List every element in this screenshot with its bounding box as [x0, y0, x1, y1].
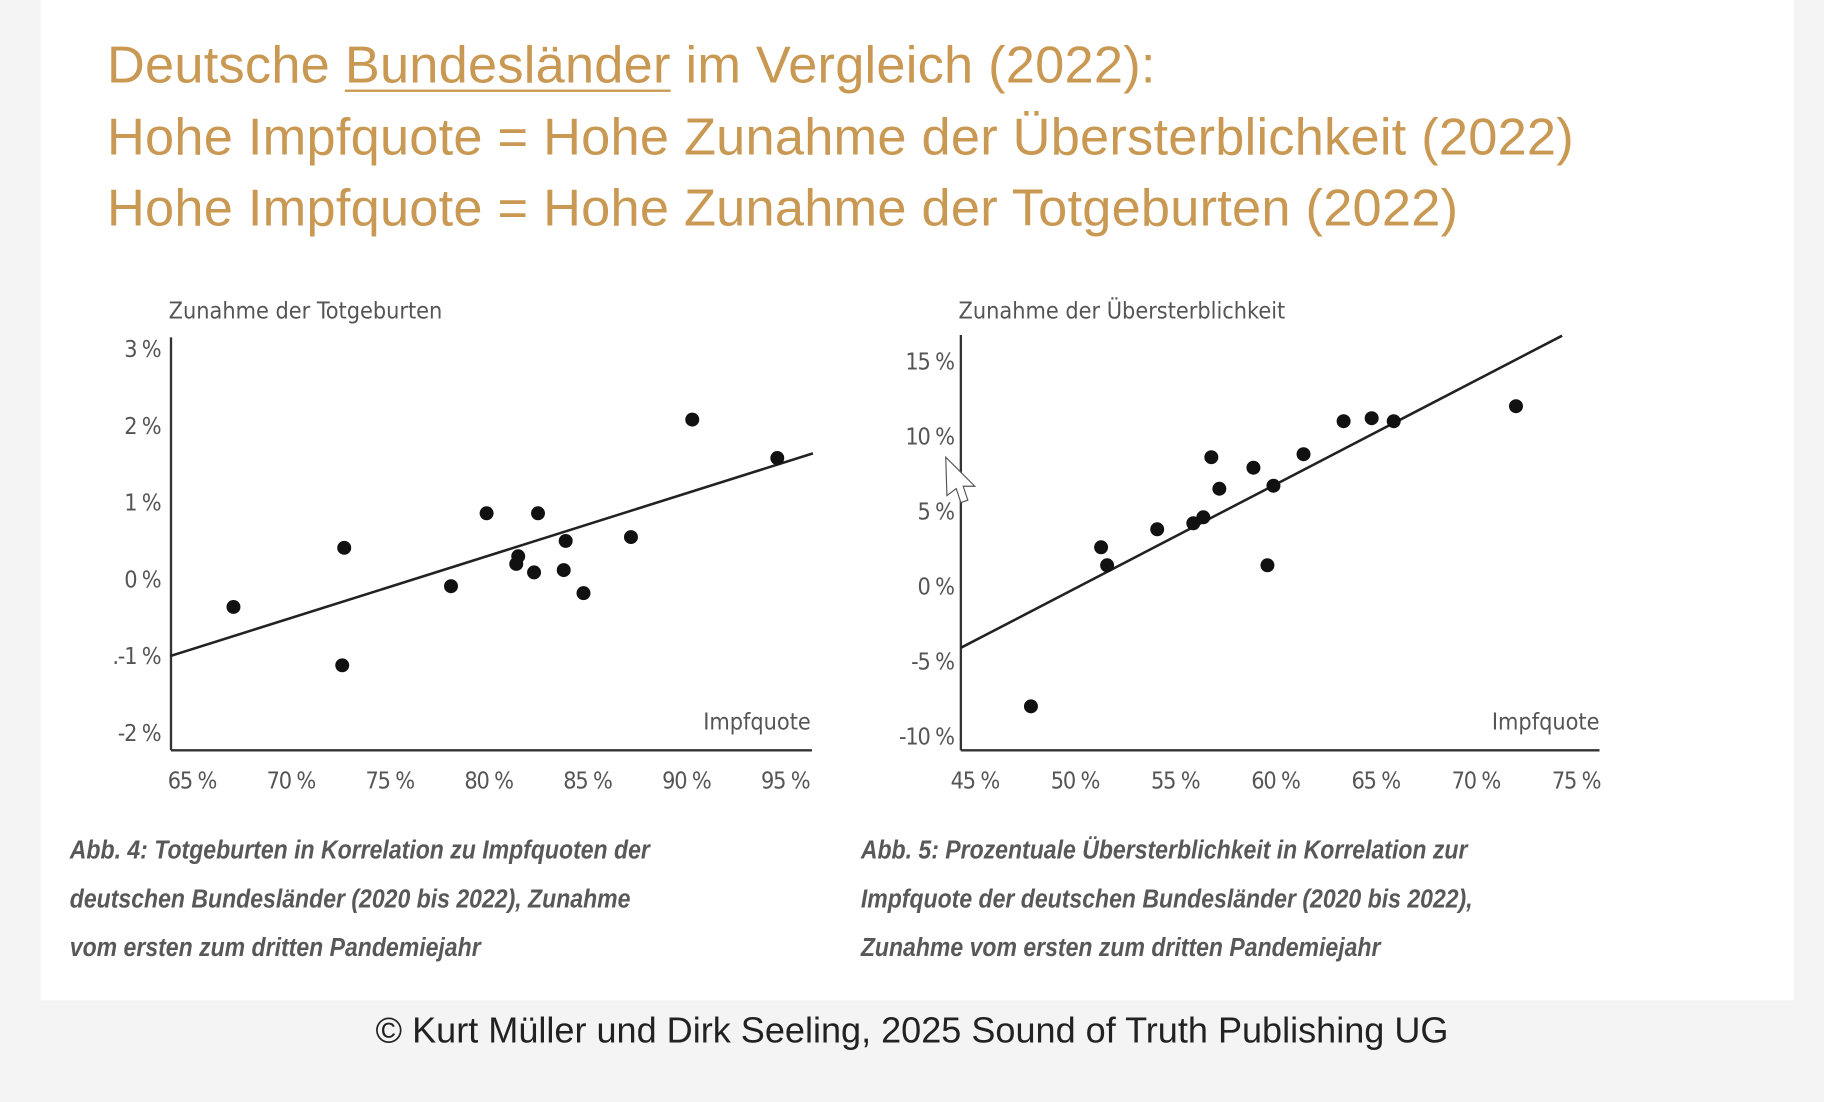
x-tick-label: 60 %: [1251, 768, 1300, 795]
y-tick-label: 2 %: [124, 413, 161, 440]
data-point: [1509, 399, 1523, 414]
data-point: [531, 506, 545, 521]
data-point: [444, 579, 458, 594]
x-tick-label: 85 %: [563, 768, 612, 795]
title-underlined-word: Bundesländer: [344, 34, 671, 95]
y-tick-label: -10 %: [899, 723, 954, 750]
data-point: [527, 565, 542, 580]
title-text: im Vergleich (2022):: [670, 34, 1156, 95]
trend-line: [960, 334, 1563, 649]
data-point: [1150, 522, 1165, 537]
x-tick-label: 95 %: [761, 768, 810, 795]
data-point: [1196, 510, 1211, 525]
data-point: [509, 556, 524, 571]
slide-card: [40, 0, 1794, 1001]
caption-line: Zunahme vom ersten zum dritten Pandemiej…: [860, 932, 1381, 963]
x-axis-title: Impfquote: [703, 708, 811, 735]
data-point: [1186, 516, 1201, 531]
data-point: [623, 530, 638, 545]
data-point: [1296, 447, 1311, 462]
y-tick-label: 1 %: [124, 490, 161, 517]
caption-line: Abb. 5: Prozentuale Übersterblichkeit in…: [860, 835, 1468, 865]
data-point: [1023, 699, 1038, 714]
mouse-cursor-icon: [945, 455, 977, 504]
data-point: [558, 533, 573, 548]
title-line-3: Hohe Impfquote = Hohe Zunahme der Totgeb…: [107, 177, 1459, 238]
title-text: Deutsche: [107, 34, 345, 95]
data-point: [685, 412, 700, 427]
y-tick-label: 0 %: [124, 566, 161, 593]
y-axis-title: Zunahme der Totgeburten: [169, 298, 443, 325]
y-tick-label: .-1 %: [112, 643, 160, 670]
data-point: [1260, 558, 1275, 573]
data-point: [337, 540, 352, 555]
y-tick-label: 10 %: [905, 423, 954, 450]
trend-line: [169, 452, 814, 658]
data-point: [1204, 450, 1219, 465]
data-point: [226, 599, 241, 614]
caption-line: Abb. 4: Totgeburten in Korrelation zu Im…: [69, 835, 650, 865]
y-tick-label: 15 %: [905, 348, 954, 375]
x-tick-label: 45 %: [951, 768, 1000, 795]
data-point: [335, 658, 350, 673]
y-tick-label: -2 %: [118, 720, 161, 747]
data-point: [1364, 411, 1379, 426]
caption-line: vom ersten zum dritten Pandemiejahr: [69, 932, 481, 963]
data-point: [1246, 460, 1261, 475]
x-tick-label: 70 %: [1452, 768, 1501, 795]
x-tick-label: 65 %: [1351, 768, 1400, 795]
data-point: [1094, 540, 1109, 555]
x-tick-label: 75 %: [365, 768, 414, 795]
y-tick-label: 3 %: [124, 336, 161, 363]
data-point: [1386, 414, 1401, 429]
caption-line: deutschen Bundesländer (2020 bis 2022), …: [69, 884, 631, 914]
x-tick-label: 50 %: [1051, 768, 1100, 795]
data-point: [479, 506, 494, 521]
data-point: [1266, 478, 1281, 493]
y-axis-title: Zunahme der Übersterblichkeit: [959, 297, 1286, 325]
caption-line: Impfquote der deutschen Bundesländer (20…: [860, 884, 1473, 914]
data-point: [556, 563, 571, 578]
data-point: [1336, 414, 1351, 429]
x-tick-label: 90 %: [662, 768, 711, 795]
data-point: [576, 586, 591, 601]
y-tick-label: 5 %: [918, 498, 955, 525]
y-tick-label: -5 %: [911, 648, 954, 675]
data-point: [1100, 558, 1115, 573]
data-point: [1212, 481, 1227, 496]
x-tick-label: 75 %: [1552, 768, 1601, 795]
title-line-2: Hohe Impfquote = Hohe Zunahme der Überst…: [107, 107, 1574, 167]
x-tick-label: 55 %: [1151, 768, 1200, 795]
x-tick-label: 65 %: [168, 768, 217, 795]
x-tick-label: 80 %: [464, 768, 513, 795]
copyright-notice: © Kurt Müller und Dirk Seeling, 2025 Sou…: [375, 1009, 1449, 1051]
data-point: [770, 451, 785, 465]
title-line-1: Deutsche Bundesländer im Vergleich (2022…: [107, 35, 1156, 95]
x-axis-title: Impfquote: [1492, 708, 1600, 735]
y-tick-label: 0 %: [918, 573, 955, 600]
x-tick-label: 70 %: [267, 768, 316, 795]
